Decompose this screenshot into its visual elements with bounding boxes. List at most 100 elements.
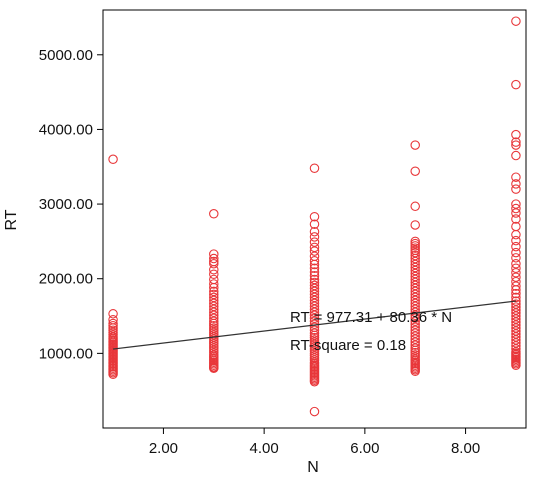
data-point bbox=[309, 330, 320, 341]
data-point bbox=[410, 345, 420, 356]
data-point bbox=[511, 323, 521, 333]
data-point bbox=[410, 280, 420, 291]
data-point bbox=[410, 331, 420, 341]
data-point bbox=[309, 346, 320, 356]
data-point bbox=[511, 172, 521, 182]
data-point bbox=[209, 304, 219, 315]
data-point bbox=[309, 339, 320, 350]
data-point bbox=[410, 166, 420, 176]
data-point bbox=[511, 285, 521, 295]
data-point bbox=[511, 214, 521, 224]
data-point bbox=[410, 243, 420, 253]
data-point bbox=[209, 301, 219, 312]
data-point bbox=[511, 326, 521, 336]
data-point bbox=[410, 289, 420, 300]
data-point bbox=[511, 338, 521, 348]
x-tick-label: 2.00 bbox=[149, 440, 178, 457]
data-point bbox=[309, 307, 320, 318]
data-point bbox=[309, 304, 320, 315]
data-point bbox=[108, 318, 118, 329]
data-point bbox=[309, 335, 320, 345]
data-point bbox=[410, 343, 420, 353]
data-point bbox=[511, 311, 521, 321]
data-point bbox=[309, 242, 320, 253]
y-tick-label: 5000.00 bbox=[39, 47, 93, 64]
data-point bbox=[410, 310, 420, 321]
data-point bbox=[410, 366, 420, 377]
data-point bbox=[511, 199, 521, 209]
data-point bbox=[209, 259, 219, 269]
data-point bbox=[309, 286, 320, 297]
data-point bbox=[309, 259, 320, 270]
data-point bbox=[511, 314, 521, 324]
y-tick-label: 4000.00 bbox=[39, 121, 93, 138]
data-point bbox=[309, 406, 320, 417]
data-point bbox=[209, 329, 219, 340]
data-point bbox=[410, 325, 420, 335]
data-point bbox=[511, 267, 521, 278]
data-point bbox=[209, 334, 219, 344]
data-point bbox=[209, 345, 219, 356]
data-point bbox=[108, 154, 118, 165]
data-point bbox=[309, 295, 320, 306]
data-point bbox=[309, 325, 320, 335]
data-point bbox=[410, 140, 420, 150]
data-point bbox=[309, 274, 320, 285]
data-point bbox=[309, 292, 320, 303]
data-point bbox=[511, 341, 521, 351]
data-point bbox=[511, 259, 521, 269]
data-point bbox=[309, 328, 320, 338]
y-axis-title: RT bbox=[3, 209, 20, 230]
data-point bbox=[511, 16, 521, 26]
data-point bbox=[209, 313, 219, 324]
data-point bbox=[511, 129, 521, 140]
x-axis-title: N bbox=[307, 459, 319, 476]
data-point bbox=[511, 329, 521, 339]
data-point bbox=[511, 299, 521, 309]
data-point bbox=[309, 212, 320, 222]
data-point bbox=[209, 292, 219, 303]
data-point bbox=[309, 219, 320, 229]
data-point bbox=[410, 350, 420, 360]
data-point bbox=[309, 301, 320, 312]
data-point bbox=[209, 265, 219, 275]
data-point bbox=[309, 270, 320, 281]
data-point bbox=[309, 256, 320, 266]
data-point bbox=[209, 341, 219, 351]
y-tick-label: 3000.00 bbox=[39, 196, 93, 213]
data-point bbox=[511, 302, 521, 312]
data-point bbox=[511, 140, 521, 150]
data-point bbox=[209, 249, 219, 259]
data-point bbox=[309, 246, 320, 256]
data-point bbox=[209, 316, 219, 327]
data-point bbox=[511, 288, 521, 299]
data-point bbox=[511, 241, 521, 252]
data-point bbox=[410, 316, 420, 327]
data-point bbox=[209, 325, 219, 335]
data-point bbox=[511, 208, 521, 218]
data-point bbox=[309, 163, 320, 173]
data-point bbox=[410, 322, 420, 332]
x-tick-label: 4.00 bbox=[250, 440, 279, 457]
y-axis: 1000.00 2000.00 3000.00 4000.00 5000.00 bbox=[39, 47, 103, 362]
data-point bbox=[511, 247, 521, 258]
data-point bbox=[209, 295, 219, 306]
data-point bbox=[108, 309, 118, 319]
data-point bbox=[511, 229, 521, 240]
data-point bbox=[309, 337, 320, 347]
data-point bbox=[309, 283, 320, 294]
data-point bbox=[410, 274, 420, 285]
data-point bbox=[410, 247, 420, 258]
data-point bbox=[511, 150, 521, 161]
data-point bbox=[511, 263, 521, 274]
data-point bbox=[309, 348, 320, 359]
x-axis: 2.00 4.00 6.00 8.00 bbox=[149, 428, 480, 457]
data-point bbox=[209, 269, 219, 279]
data-point bbox=[209, 338, 219, 349]
data-point bbox=[410, 301, 420, 312]
data-point bbox=[511, 335, 521, 345]
data-point bbox=[410, 328, 420, 338]
data-point bbox=[511, 360, 521, 371]
data-point bbox=[410, 241, 420, 251]
